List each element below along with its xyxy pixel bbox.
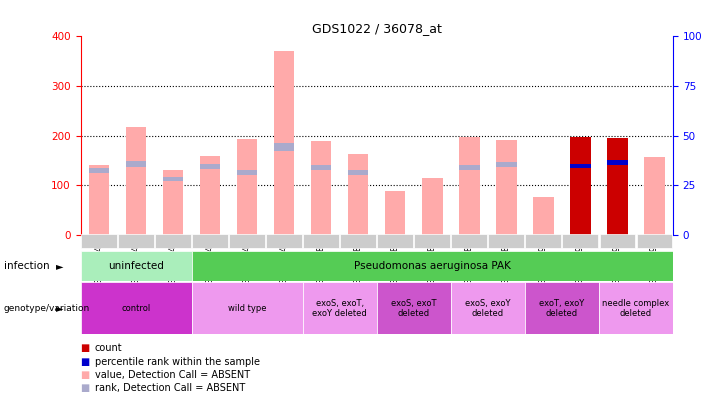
Bar [89,165,109,235]
Bar [459,137,479,235]
Bar [348,154,369,235]
Bar [163,171,184,235]
Bar [81,234,117,248]
Bar [311,141,332,235]
Bar [496,162,517,167]
Text: exoS, exoT
deleted: exoS, exoT deleted [391,298,437,318]
Bar [599,234,635,248]
Bar [311,165,332,171]
Bar [191,282,303,334]
Bar [304,234,339,248]
Text: ■: ■ [81,384,90,393]
Bar [118,234,154,248]
Text: control: control [121,304,151,313]
Bar [191,251,673,281]
Bar [155,234,191,248]
Bar [274,51,294,235]
Text: wild type: wild type [228,304,266,313]
Bar [126,127,147,235]
Bar [81,251,191,281]
Bar [496,140,517,235]
Bar [377,282,451,334]
Text: genotype/variation: genotype/variation [4,304,90,313]
Text: exoT, exoY
deleted: exoT, exoY deleted [539,298,585,318]
Bar [341,234,376,248]
Bar [644,157,665,235]
Text: ►: ► [56,261,63,271]
Bar [266,234,302,248]
Bar [81,282,191,334]
Bar [229,234,265,248]
Bar [385,191,405,235]
Bar [377,234,413,248]
Title: GDS1022 / 36078_at: GDS1022 / 36078_at [312,22,442,35]
Text: value, Detection Call = ABSENT: value, Detection Call = ABSENT [95,370,250,380]
Text: exoS, exoY
deleted: exoS, exoY deleted [465,298,510,318]
Bar [414,234,450,248]
Bar [237,139,257,235]
Bar [637,234,672,248]
Bar [422,178,442,235]
Bar [533,197,554,235]
Text: Pseudomonas aeruginosa PAK: Pseudomonas aeruginosa PAK [354,261,511,271]
Bar [607,163,627,168]
Text: exoS, exoT,
exoY deleted: exoS, exoT, exoY deleted [313,298,367,318]
Bar [459,165,479,171]
Bar [570,163,590,168]
Bar [489,234,524,248]
Bar [526,234,562,248]
Text: ►: ► [56,303,63,313]
Bar [237,171,257,175]
Bar [200,164,220,169]
Bar [451,234,487,248]
Text: ■: ■ [81,370,90,380]
Bar [303,282,377,334]
Text: percentile rank within the sample: percentile rank within the sample [95,357,259,367]
Bar [89,168,109,173]
Text: count: count [95,343,122,353]
Bar [451,282,525,334]
Text: ■: ■ [81,343,90,353]
Text: infection: infection [4,261,49,271]
Text: rank, Detection Call = ABSENT: rank, Detection Call = ABSENT [95,384,245,393]
Bar [126,161,147,167]
Text: needle complex
deleted: needle complex deleted [602,298,669,318]
Bar [562,234,599,248]
Bar [200,156,220,235]
Bar [599,282,673,334]
Bar [607,160,627,165]
Bar [348,171,369,175]
Bar [192,234,228,248]
Bar [570,164,590,168]
Bar [525,282,599,334]
Text: ■: ■ [81,357,90,367]
Bar [274,143,294,151]
Bar [607,138,627,235]
Bar [163,177,184,181]
Text: uninfected: uninfected [108,261,164,271]
Bar [570,137,590,235]
